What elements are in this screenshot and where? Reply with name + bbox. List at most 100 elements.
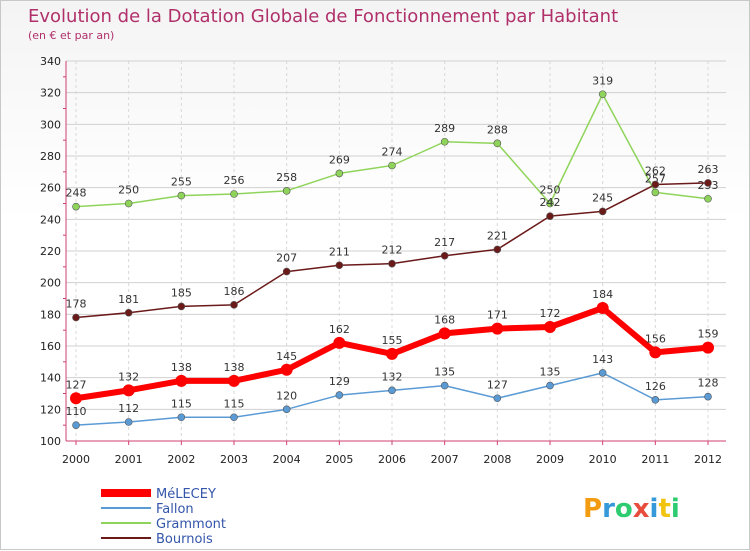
data-point: [177, 413, 186, 422]
data-point: [70, 392, 82, 405]
data-label: 115: [224, 397, 245, 410]
data-point: [72, 421, 80, 429]
x-tick-label: 2008: [483, 453, 511, 466]
y-tick-label: 260: [40, 182, 61, 195]
data-point: [544, 321, 556, 333]
data-point: [282, 267, 291, 276]
x-tick-label: 2002: [167, 453, 195, 466]
data-label: 186: [224, 285, 245, 298]
data-label: 289: [434, 122, 455, 135]
data-label: 135: [434, 366, 455, 379]
chart-title: Evolution de la Dotation Globale de Fonc…: [28, 6, 618, 27]
data-label: 207: [276, 252, 297, 265]
legend-label: Bournois: [156, 532, 213, 547]
data-point: [228, 374, 240, 387]
x-tick-label: 2003: [220, 453, 248, 466]
data-label: 127: [66, 378, 87, 391]
x-tick-label: 2012: [694, 453, 722, 466]
y-tick-label: 120: [40, 403, 61, 416]
data-label: 129: [329, 375, 350, 388]
data-point: [649, 346, 662, 359]
y-tick-label: 200: [40, 277, 61, 290]
data-point: [651, 396, 660, 404]
data-label: 181: [118, 293, 139, 306]
data-label: 256: [224, 174, 245, 187]
data-point: [335, 391, 344, 399]
data-point: [598, 369, 607, 377]
data-point: [491, 322, 504, 335]
data-label: 248: [66, 187, 87, 200]
data-label: 217: [434, 236, 455, 249]
data-point: [72, 202, 80, 211]
data-point: [388, 161, 396, 170]
data-label: 112: [118, 402, 139, 415]
data-label: 245: [592, 191, 613, 204]
grid-layer: [66, 60, 726, 442]
data-label: 274: [382, 146, 403, 159]
data-label: 159: [698, 328, 719, 341]
data-label: 185: [171, 286, 192, 299]
x-tick-label: 2001: [115, 453, 143, 466]
data-point: [704, 392, 712, 401]
data-label: 156: [645, 332, 666, 345]
y-tick-label: 340: [40, 55, 61, 68]
data-label: 172: [540, 307, 561, 320]
data-label: 120: [276, 389, 297, 402]
data-point: [124, 418, 133, 426]
data-label: 168: [434, 313, 455, 326]
data-point: [440, 137, 449, 146]
data-point: [598, 90, 607, 99]
data-label: 135: [540, 366, 561, 379]
y-tick-label: 300: [40, 118, 61, 131]
data-label: 126: [645, 380, 666, 393]
data-point: [230, 190, 238, 198]
data-label: 211: [329, 245, 350, 258]
data-point: [230, 301, 238, 309]
y-tick-label: 320: [40, 87, 61, 100]
data-point: [122, 384, 135, 397]
data-point: [175, 374, 188, 387]
legend-label: Fallon: [156, 502, 194, 517]
data-point: [598, 207, 607, 216]
data-point: [546, 199, 554, 208]
data-label: 143: [592, 353, 613, 366]
data-point: [230, 413, 238, 422]
data-point: [177, 302, 186, 311]
y-tick-label: 140: [40, 372, 61, 385]
logo-letter: r: [602, 494, 615, 524]
chart-subtitle: (en € et par an): [28, 29, 114, 42]
data-point: [124, 308, 133, 317]
data-point: [546, 212, 554, 220]
data-label: 115: [171, 397, 192, 410]
data-label: 162: [329, 323, 350, 336]
data-point: [440, 381, 449, 390]
legend-label: MéLECEY: [156, 487, 216, 502]
data-point: [388, 386, 396, 395]
data-label: 127: [487, 378, 508, 391]
data-point: [335, 169, 344, 178]
y-tick-label: 240: [40, 213, 61, 226]
legend-label: Grammont: [156, 517, 226, 532]
data-point: [124, 199, 133, 208]
logo-letter: x: [633, 494, 650, 524]
data-label: 132: [382, 370, 403, 383]
data-label: 178: [66, 298, 87, 311]
data-label: 250: [118, 184, 139, 197]
data-label: 138: [171, 361, 192, 374]
axis-layer: 100 120 140 160 180 200 220 240 260 280 300 320 340 2…: [40, 55, 726, 466]
logo-letter: i: [650, 494, 659, 524]
logo-letter: t: [658, 494, 670, 524]
data-label: 255: [171, 176, 192, 189]
data-label: 138: [224, 361, 245, 374]
data-label: 262: [645, 165, 666, 178]
data-label: 184: [592, 288, 613, 301]
data-point: [493, 245, 502, 254]
data-point: [333, 336, 346, 349]
x-tick-label: 2009: [536, 453, 564, 466]
data-label: 132: [118, 370, 139, 383]
data-point: [704, 194, 712, 203]
x-tick-label: 2004: [273, 453, 301, 466]
data-label: 221: [487, 229, 508, 242]
